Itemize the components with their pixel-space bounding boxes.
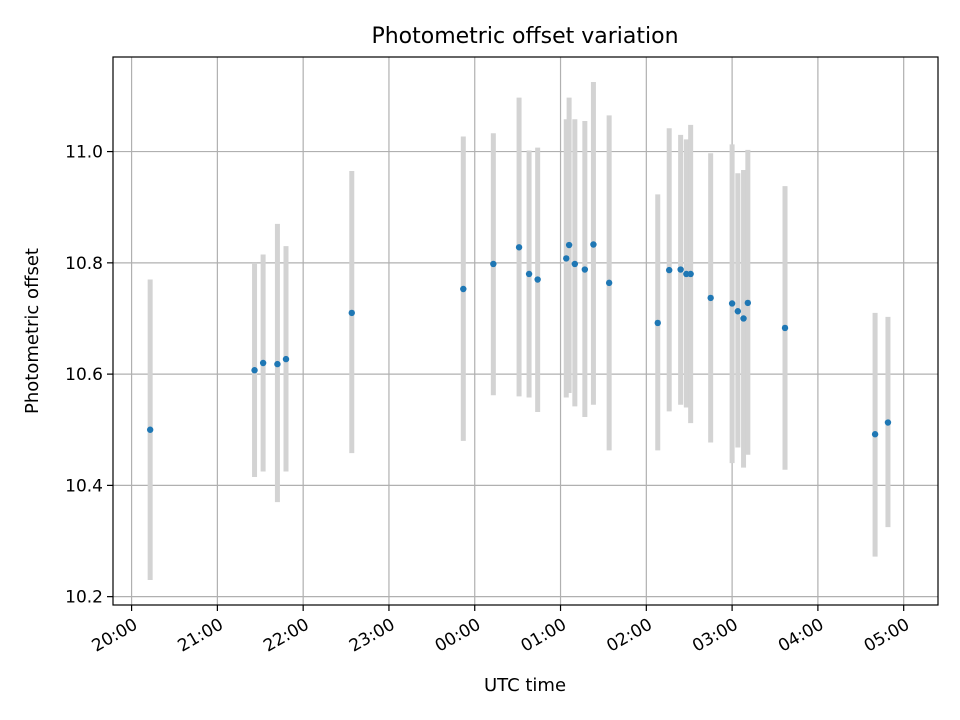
x-tick-label: 04:00 [775, 615, 827, 657]
data-point [251, 367, 258, 374]
x-tick-label: 05:00 [861, 615, 913, 657]
x-tick-label: 00:00 [432, 615, 484, 657]
data-point [274, 360, 281, 368]
data-point [515, 244, 523, 251]
data-point [744, 299, 752, 307]
data-point [728, 300, 736, 307]
y-tick-label: 10.8 [65, 254, 103, 274]
data-point [259, 359, 267, 367]
x-tick-label: 22:00 [260, 615, 312, 657]
data-point [605, 279, 613, 287]
data-points [146, 241, 892, 438]
y-tick-label: 11.0 [65, 143, 103, 163]
x-tick-label: 02:00 [603, 615, 655, 657]
x-tick-label: 03:00 [689, 615, 741, 657]
data-point [654, 319, 661, 327]
data-point [563, 255, 570, 262]
plot-area [113, 57, 938, 605]
data-point [581, 266, 589, 273]
data-point [707, 294, 714, 302]
y-axis-ticks: 10.2 10.4 10.6 10.8 11.0 [65, 143, 113, 608]
chart-title: Photometric offset variation [371, 24, 678, 49]
data-point [565, 241, 573, 249]
x-tick-label: 21:00 [174, 615, 226, 657]
data-point [740, 315, 747, 322]
data-point [590, 241, 597, 248]
data-point [884, 419, 892, 426]
data-point [282, 355, 290, 363]
data-point [571, 260, 579, 268]
y-tick-label: 10.4 [65, 476, 103, 496]
data-point [781, 324, 789, 332]
data-point [687, 270, 694, 278]
x-tick-label: 20:00 [89, 615, 141, 657]
data-point [146, 426, 154, 433]
x-axis-label: UTC time [484, 675, 566, 696]
data-point [348, 309, 355, 317]
y-tick-label: 10.2 [65, 588, 103, 608]
data-point [490, 260, 497, 268]
data-point [534, 276, 541, 283]
y-tick-label: 10.6 [65, 365, 103, 385]
data-point [677, 266, 684, 273]
x-axis-ticks: 20:00 21:00 22:00 23:00 00:00 01:00 02:00 03:00… [89, 605, 913, 657]
x-tick-label: 01:00 [518, 615, 570, 657]
plot-frame [112, 56, 939, 606]
data-point [460, 285, 467, 293]
grid-lines [113, 57, 938, 605]
data-point [525, 270, 533, 278]
data-point [734, 308, 742, 315]
x-tick-label: 23:00 [346, 615, 398, 657]
data-point [665, 266, 673, 274]
data-point [871, 431, 879, 438]
y-axis-label: Photometric offset [22, 248, 43, 414]
